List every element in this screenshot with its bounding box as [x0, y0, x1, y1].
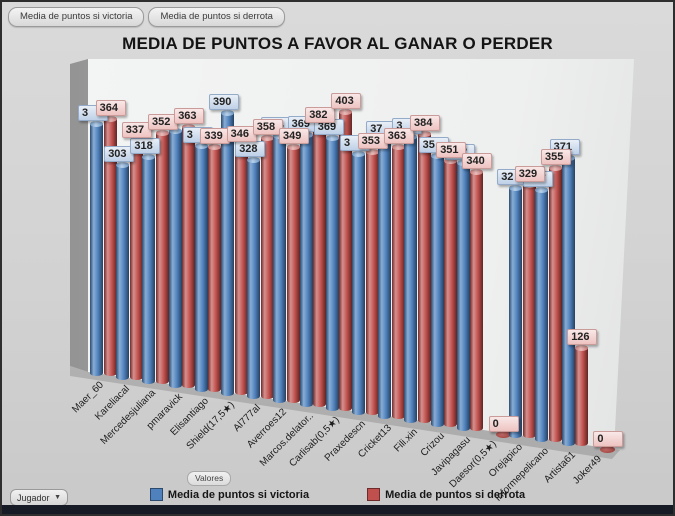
data-label-victoria: 390 — [209, 93, 239, 110]
bar-victoria — [194, 142, 208, 392]
data-label-derrota: 403 — [331, 93, 362, 110]
data-label-derrota: 126 — [567, 329, 598, 346]
bar-derrota — [234, 141, 248, 396]
tab-bar: Media de puntos si victoria Media de pun… — [8, 7, 285, 27]
chevron-down-icon: ▼ — [54, 494, 61, 501]
bar-victoria — [168, 128, 182, 388]
data-label-derrota: 364 — [95, 100, 126, 117]
bar-victoria — [116, 162, 130, 380]
legend-item-victoria: Media de puntos si victoria — [149, 488, 310, 501]
player-dropdown-label: Jugador — [17, 492, 50, 503]
bar-victoria — [535, 186, 549, 443]
data-label-derrota: 358 — [252, 119, 283, 136]
legend-item-derrota: Media de puntos si derrota — [367, 488, 525, 501]
bar-victoria — [430, 153, 444, 427]
bar-derrota — [287, 144, 300, 404]
bar-victoria — [142, 154, 156, 384]
bar-derrota — [391, 144, 405, 419]
bar-victoria — [273, 133, 287, 404]
data-label-derrota: 340 — [462, 152, 493, 169]
chart-title: MEDIA DE PUNTOS A FAVOR AL GANAR O PERDE… — [122, 34, 553, 53]
data-label-derrota: 346 — [226, 125, 257, 142]
data-label-derrota: 384 — [410, 114, 440, 131]
bar-derrota — [522, 182, 536, 439]
data-label-victoria: 303 — [104, 146, 135, 163]
data-label-derrota: 0 — [488, 415, 519, 432]
bar-victoria — [299, 132, 313, 408]
bar-derrota — [470, 168, 484, 431]
bar-derrota — [208, 144, 222, 392]
bar-victoria — [90, 121, 103, 376]
legend-swatch-victoria — [149, 488, 163, 501]
bar-victoria — [378, 137, 392, 419]
bar-derrota — [365, 149, 379, 415]
bar-victoria — [325, 134, 339, 412]
data-label-derrota: 355 — [541, 148, 571, 165]
values-button[interactable]: Valores — [187, 471, 232, 486]
data-label-derrota: 363 — [383, 128, 414, 144]
bar-derrota — [339, 109, 353, 412]
legend-swatch-derrota — [367, 488, 381, 501]
data-label-derrota: 349 — [279, 128, 309, 145]
bar-victoria — [509, 184, 523, 439]
bar-derrota — [313, 122, 327, 408]
data-label-victoria: 318 — [130, 138, 161, 155]
bar-victoria — [221, 109, 234, 396]
data-label-derrota: 329 — [514, 166, 545, 183]
bar-victoria — [352, 151, 365, 415]
data-label-derrota: 351 — [436, 141, 467, 158]
bar-derrota — [575, 345, 589, 447]
bar-victoria — [247, 157, 261, 400]
bar-derrota — [156, 129, 169, 384]
data-label-victoria: 35 — [418, 137, 449, 154]
legend-label-victoria: Media de puntos si victoria — [167, 488, 310, 501]
chart-legend: Media de puntos si victoria Media de pun… — [2, 488, 673, 501]
data-label-derrota: 0 — [593, 431, 624, 448]
bar-derrota — [418, 130, 431, 423]
data-label-derrota: 337 — [121, 121, 152, 138]
data-label-victoria: 328 — [235, 141, 266, 158]
bar-victoria — [404, 133, 418, 423]
bar-derrota — [444, 157, 458, 427]
legend-label-derrota: Media de puntos si derrota — [385, 488, 526, 501]
bar-derrota — [103, 116, 117, 376]
bar-victoria — [456, 159, 470, 431]
tab-media-puntos-derrota[interactable]: Media de puntos si derrota — [148, 7, 285, 27]
bar-derrota — [129, 137, 143, 380]
bar-derrota — [260, 135, 274, 400]
player-dropdown[interactable]: Jugador ▼ — [10, 489, 68, 506]
data-label-derrota: 363 — [174, 108, 205, 125]
bar-derrota-zero — [600, 446, 616, 454]
data-label-derrota: 353 — [357, 133, 388, 149]
bar-victoria — [561, 154, 575, 447]
data-label-derrota: 339 — [200, 128, 231, 145]
data-label-derrota: 382 — [305, 106, 336, 123]
bar-derrota-zero — [495, 430, 511, 438]
window-bottom-frame — [2, 505, 673, 514]
tab-media-puntos-victoria[interactable]: Media de puntos si victoria — [8, 7, 145, 27]
bar-derrota — [549, 164, 562, 443]
bar-derrota — [182, 124, 196, 388]
